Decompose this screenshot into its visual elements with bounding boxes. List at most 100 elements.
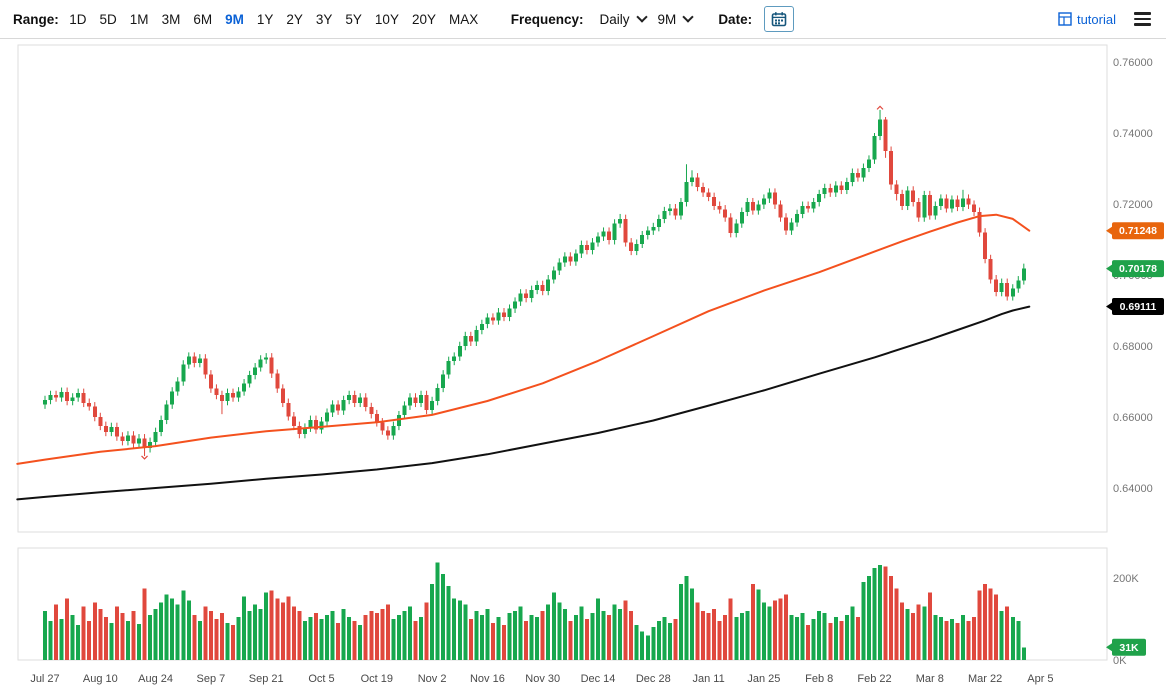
date-picker-button[interactable]: [764, 6, 795, 32]
candle-body: [54, 394, 59, 398]
candle-body: [745, 202, 750, 212]
volume-bar: [474, 610, 479, 660]
candle-body: [479, 323, 484, 331]
candle-body: [463, 336, 468, 346]
candle-body: [695, 177, 700, 187]
candle-body: [706, 192, 711, 197]
period-dropdown[interactable]: 9M: [658, 11, 694, 27]
candle-body: [601, 231, 606, 237]
candle-body: [822, 188, 827, 195]
candle-body: [750, 202, 755, 211]
candle-body: [540, 284, 545, 291]
range-option-2y[interactable]: 2Y: [286, 11, 303, 27]
candle-body: [490, 317, 495, 321]
volume-bar: [739, 612, 744, 660]
range-option-5y[interactable]: 5Y: [345, 11, 362, 27]
range-option-1y[interactable]: 1Y: [256, 11, 274, 27]
range-option-9m[interactable]: 9M: [225, 11, 244, 27]
candle-body: [922, 195, 927, 218]
volume-bar: [125, 621, 130, 660]
x-axis-label: Oct 5: [308, 673, 334, 685]
candle-body: [977, 211, 982, 233]
volume-bar: [446, 586, 451, 660]
range-option-20y[interactable]: 20Y: [411, 11, 436, 27]
range-option-10y[interactable]: 10Y: [374, 11, 399, 27]
candle-body: [933, 205, 938, 216]
volume-bar: [413, 621, 418, 660]
candle-body: [247, 375, 252, 384]
candle-body: [70, 397, 75, 402]
volume-bar: [153, 608, 158, 660]
range-option-1d[interactable]: 1D: [69, 11, 87, 27]
volume-bar: [137, 623, 142, 660]
volume-bar: [662, 616, 667, 660]
volume-bar: [43, 610, 47, 660]
volume-bar: [325, 614, 330, 660]
range-option-6m[interactable]: 6M: [193, 11, 213, 27]
candle-body: [131, 435, 136, 444]
candle-body: [667, 208, 672, 212]
candle-body: [778, 204, 783, 218]
candle-body: [878, 119, 883, 136]
candle-body: [728, 217, 733, 234]
x-axis-label: Mar 8: [916, 673, 944, 685]
volume-bar: [872, 567, 877, 660]
menu-icon[interactable]: [1132, 10, 1153, 28]
volume-bar: [684, 575, 689, 660]
candle-body: [203, 358, 208, 375]
candle-body: [584, 244, 589, 251]
volume-bar: [280, 602, 285, 660]
chart-plot-area[interactable]: [18, 45, 1107, 660]
candle-body: [905, 190, 910, 206]
candle-body: [656, 218, 661, 228]
candle-body: [264, 357, 269, 360]
tutorial-link[interactable]: tutorial: [1058, 12, 1116, 27]
candle-body: [197, 358, 202, 364]
candle-body: [916, 202, 921, 218]
candle-body: [402, 405, 407, 416]
volume-bar: [181, 590, 186, 660]
range-option-5d[interactable]: 5D: [99, 11, 117, 27]
candle-body: [673, 208, 678, 216]
volume-bar: [385, 604, 390, 660]
volume-bar: [607, 614, 612, 660]
range-option-max[interactable]: MAX: [448, 11, 479, 27]
volume-bar: [430, 584, 435, 660]
frequency-dropdown[interactable]: Daily: [600, 11, 648, 27]
volume-bar: [883, 566, 888, 660]
volume-bar: [131, 610, 136, 660]
volume-bar: [944, 621, 949, 660]
candle-body: [419, 394, 424, 403]
candle-body: [341, 399, 346, 411]
candle-body: [65, 391, 70, 402]
volume-bar: [297, 610, 302, 660]
candle-body: [186, 356, 191, 365]
x-axis-label: Feb 22: [857, 673, 891, 685]
candle-body: [651, 227, 656, 231]
volume-bar: [756, 589, 761, 660]
candle-body: [441, 374, 446, 388]
candle-body: [734, 223, 739, 234]
candle-body: [889, 150, 894, 185]
volume-bar: [706, 612, 711, 660]
volume-bar: [518, 606, 523, 660]
sma50-badge: 0.71248: [1106, 222, 1164, 240]
range-option-3m[interactable]: 3M: [161, 11, 181, 27]
candle-body: [960, 198, 965, 207]
volume-bar: [391, 619, 396, 660]
candle-body: [789, 222, 794, 231]
range-option-1m[interactable]: 1M: [129, 11, 149, 27]
candle-body: [48, 394, 53, 400]
volume-bar: [866, 575, 871, 660]
tutorial-label: tutorial: [1076, 11, 1116, 27]
volume-bar: [795, 616, 800, 660]
candle-body: [684, 181, 689, 203]
volume-bar: [529, 614, 534, 660]
candle-body: [712, 196, 717, 206]
x-axis-label: Nov 30: [525, 673, 560, 685]
range-option-3y[interactable]: 3Y: [315, 11, 333, 27]
candle-body: [640, 235, 645, 244]
candle-body: [280, 388, 285, 403]
candle-body: [938, 198, 943, 206]
candle-body: [114, 426, 119, 437]
